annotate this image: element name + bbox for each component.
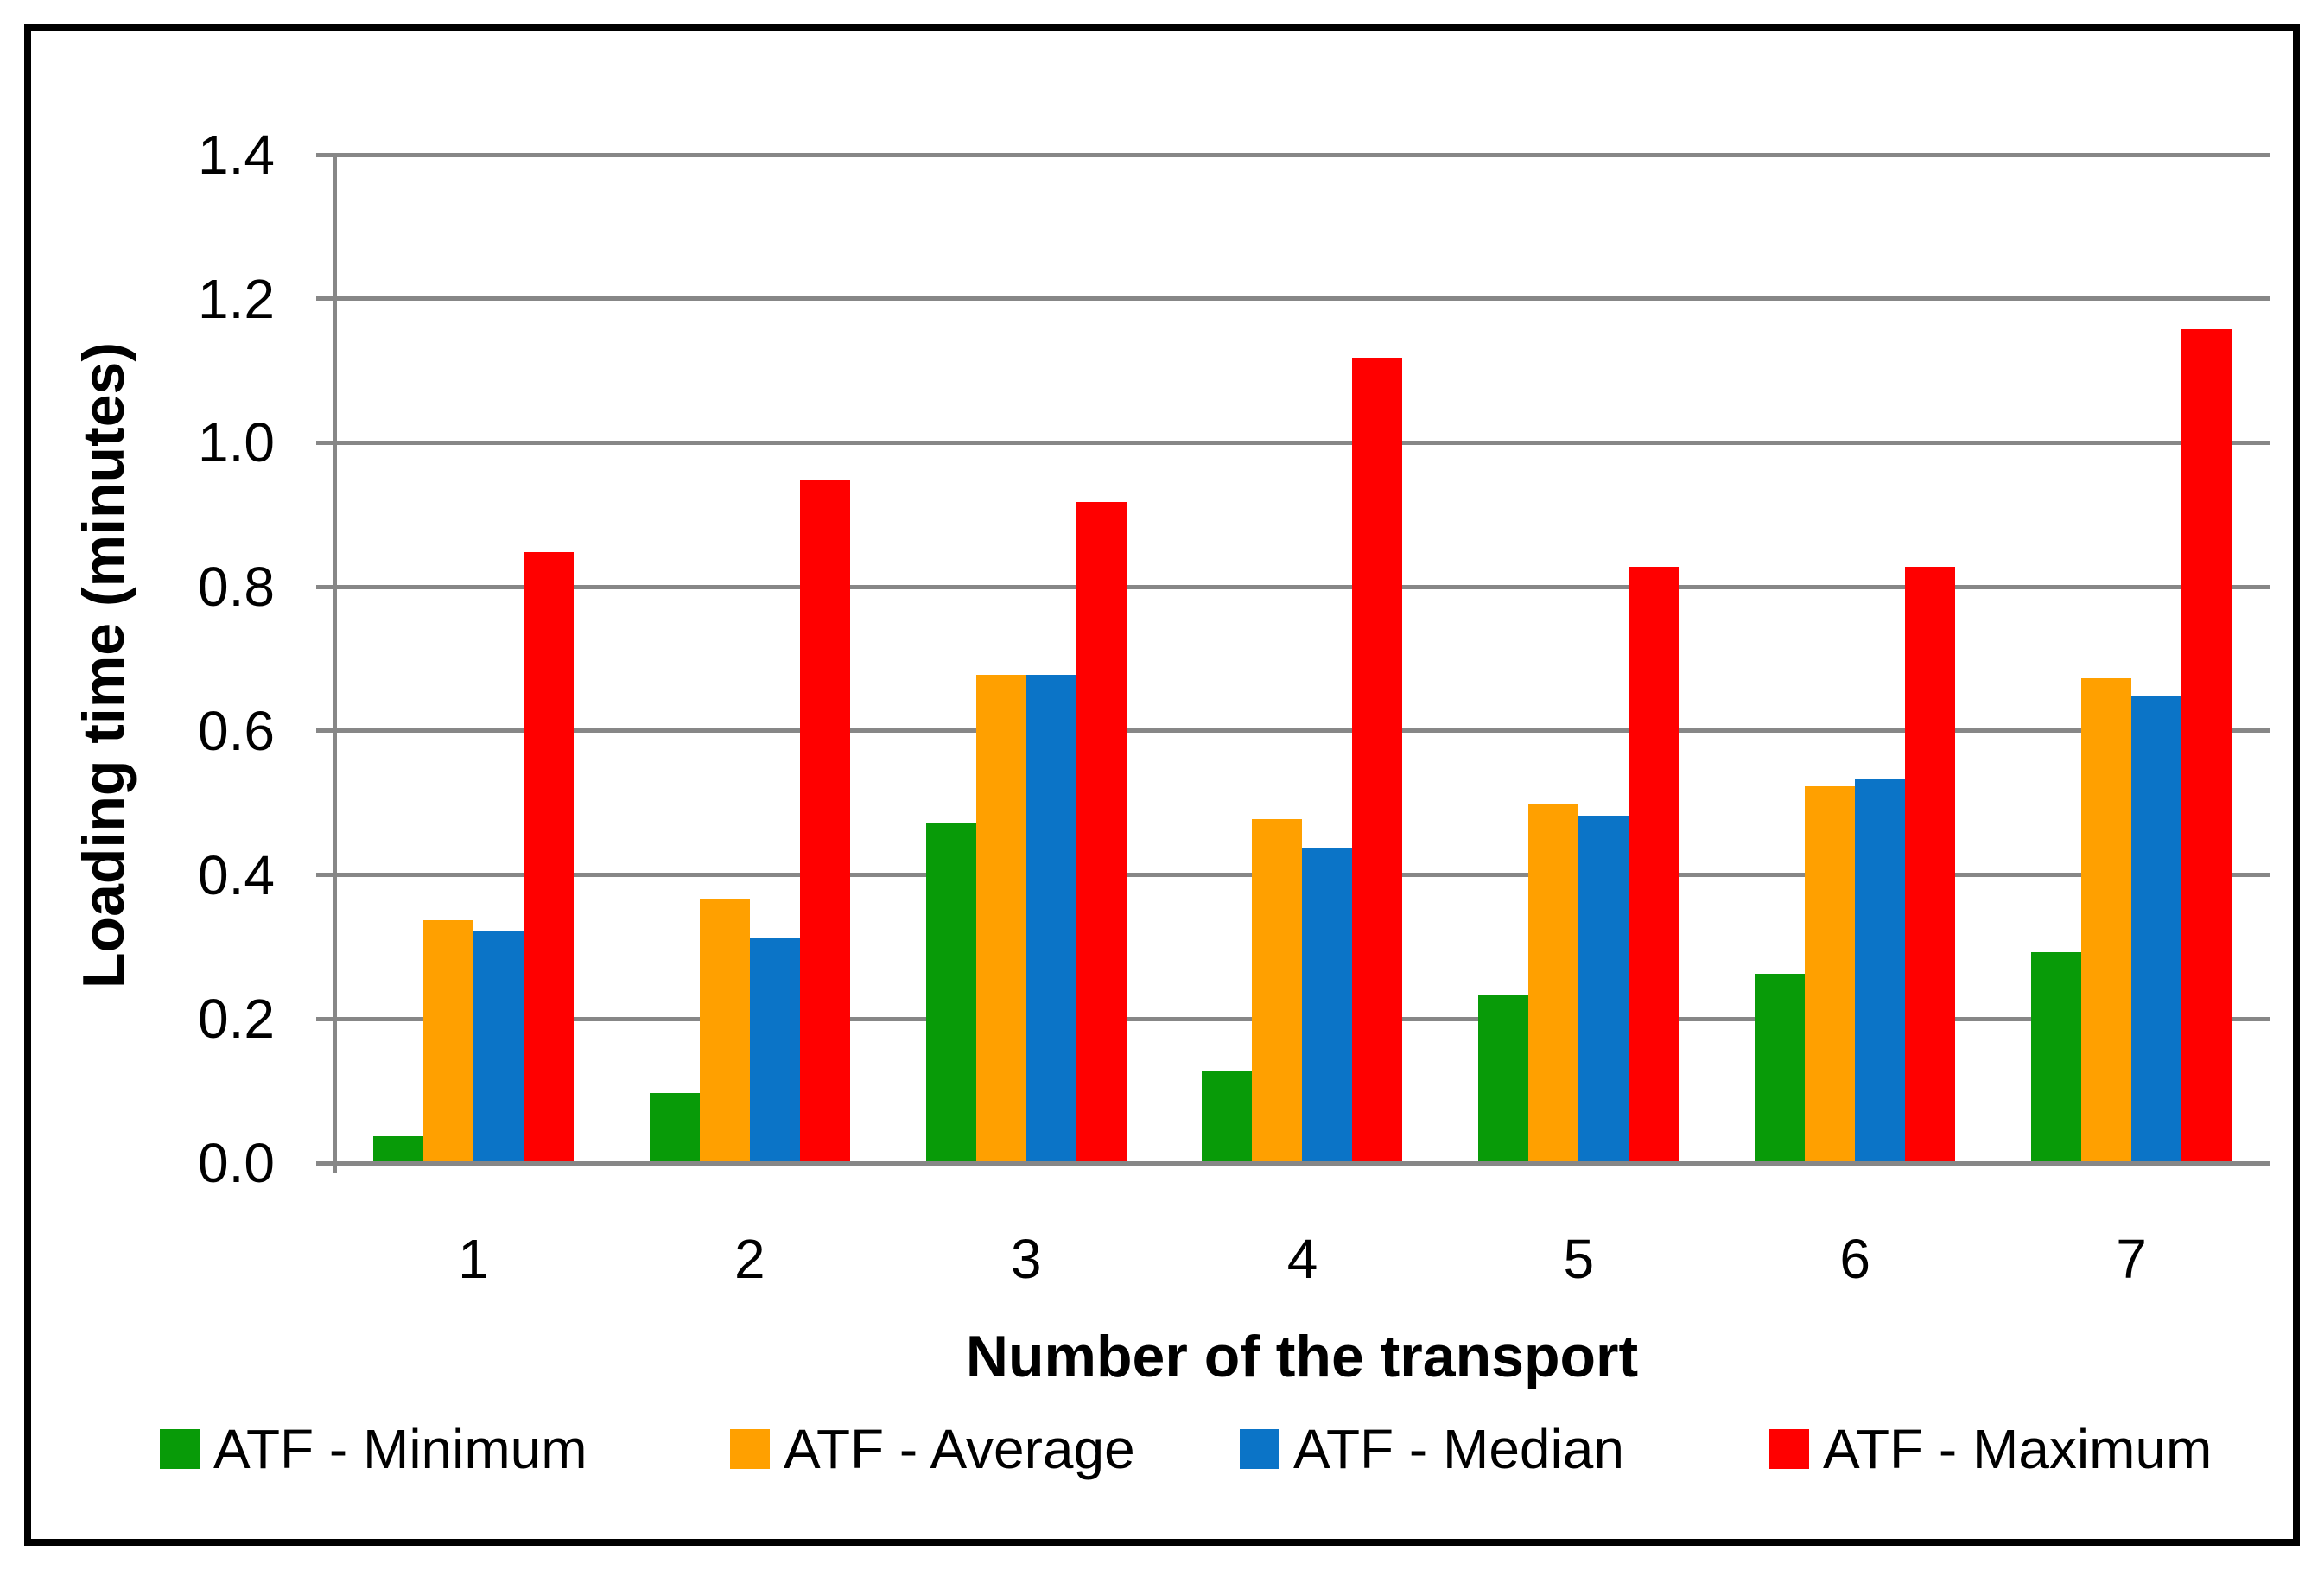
legend-item-atf-maximum: ATF - Maximum bbox=[1769, 1421, 2212, 1477]
bar-atf-median-cat1 bbox=[473, 931, 524, 1165]
x-tick-label: 6 bbox=[1839, 1228, 1870, 1290]
y-tick-label: 0.8 bbox=[198, 556, 275, 619]
legend-item-atf-minimum: ATF - Minimum bbox=[160, 1421, 587, 1477]
y-axis-title: Loading time (minutes) bbox=[71, 342, 137, 988]
bar-atf-average-cat2 bbox=[700, 898, 750, 1165]
y-axis-tick bbox=[316, 296, 335, 302]
bar-atf-average-cat4 bbox=[1252, 818, 1302, 1165]
legend-label: ATF - Median bbox=[1293, 1418, 1624, 1480]
bar-atf-maximum-cat7 bbox=[2181, 329, 2232, 1165]
x-tick-label: 1 bbox=[458, 1228, 489, 1290]
bar-atf-maximum-cat1 bbox=[524, 552, 574, 1165]
y-axis-tick bbox=[316, 584, 335, 589]
bar-atf-minimum-cat3 bbox=[926, 823, 976, 1165]
gridline bbox=[335, 728, 2270, 734]
y-axis-line bbox=[333, 152, 337, 1173]
y-tick-label: 1.4 bbox=[198, 124, 275, 186]
bar-atf-minimum-cat2 bbox=[650, 1092, 700, 1165]
legend-label: ATF - Minimum bbox=[213, 1418, 587, 1480]
x-tick-label: 5 bbox=[1563, 1228, 1595, 1290]
bar-atf-minimum-cat1 bbox=[373, 1135, 423, 1165]
y-tick-label: 0.2 bbox=[198, 988, 275, 1051]
x-axis-line bbox=[316, 1160, 2270, 1166]
y-axis-tick bbox=[316, 152, 335, 157]
legend-swatch-icon bbox=[730, 1429, 770, 1469]
x-tick-label: 7 bbox=[2116, 1228, 2147, 1290]
legend-swatch-icon bbox=[1769, 1429, 1809, 1469]
gridline bbox=[335, 152, 2270, 157]
y-tick-label: 0.4 bbox=[198, 843, 275, 906]
y-tick-label: 0.0 bbox=[198, 1132, 275, 1194]
bar-atf-median-cat3 bbox=[1026, 675, 1076, 1165]
gridline bbox=[335, 440, 2270, 445]
gridline bbox=[335, 296, 2270, 302]
bar-atf-median-cat2 bbox=[750, 938, 800, 1165]
bar-atf-average-cat1 bbox=[423, 919, 473, 1165]
bar-atf-maximum-cat6 bbox=[1905, 567, 1955, 1165]
bar-atf-minimum-cat5 bbox=[1478, 995, 1528, 1165]
bar-atf-average-cat3 bbox=[976, 675, 1026, 1165]
legend-label: ATF - Maximum bbox=[1823, 1418, 2213, 1480]
bar-atf-median-cat5 bbox=[1578, 815, 1629, 1165]
y-axis-tick bbox=[316, 1016, 335, 1021]
x-tick-label: 4 bbox=[1286, 1228, 1318, 1290]
y-tick-label: 1.0 bbox=[198, 411, 275, 474]
bar-atf-average-cat6 bbox=[1805, 786, 1855, 1165]
gridline bbox=[335, 584, 2270, 589]
bar-atf-maximum-cat2 bbox=[800, 480, 850, 1165]
legend-swatch-icon bbox=[160, 1429, 200, 1469]
bar-atf-minimum-cat4 bbox=[1202, 1071, 1252, 1165]
y-axis-tick bbox=[316, 873, 335, 878]
bar-atf-median-cat4 bbox=[1302, 848, 1352, 1165]
y-axis-tick bbox=[316, 728, 335, 734]
bar-atf-maximum-cat3 bbox=[1076, 502, 1127, 1165]
legend-item-atf-median: ATF - Median bbox=[1240, 1421, 1624, 1477]
y-tick-label: 1.2 bbox=[198, 267, 275, 330]
x-axis-title: Number of the transport bbox=[965, 1324, 1639, 1389]
legend-swatch-icon bbox=[1240, 1429, 1279, 1469]
bar-atf-minimum-cat7 bbox=[2031, 952, 2081, 1165]
bar-atf-minimum-cat6 bbox=[1755, 974, 1805, 1165]
legend-item-atf-average: ATF - Average bbox=[730, 1421, 1135, 1477]
legend-label: ATF - Average bbox=[784, 1418, 1135, 1480]
bar-atf-maximum-cat4 bbox=[1352, 358, 1402, 1165]
bar-atf-average-cat5 bbox=[1528, 804, 1578, 1165]
y-axis-tick bbox=[316, 440, 335, 445]
x-tick-label: 2 bbox=[733, 1228, 765, 1290]
bar-atf-maximum-cat5 bbox=[1629, 567, 1679, 1165]
x-tick-label: 3 bbox=[1010, 1228, 1042, 1290]
y-tick-label: 0.6 bbox=[198, 699, 275, 762]
bar-atf-average-cat7 bbox=[2081, 678, 2131, 1165]
bar-atf-median-cat7 bbox=[2131, 696, 2181, 1165]
bar-atf-median-cat6 bbox=[1855, 779, 1905, 1165]
